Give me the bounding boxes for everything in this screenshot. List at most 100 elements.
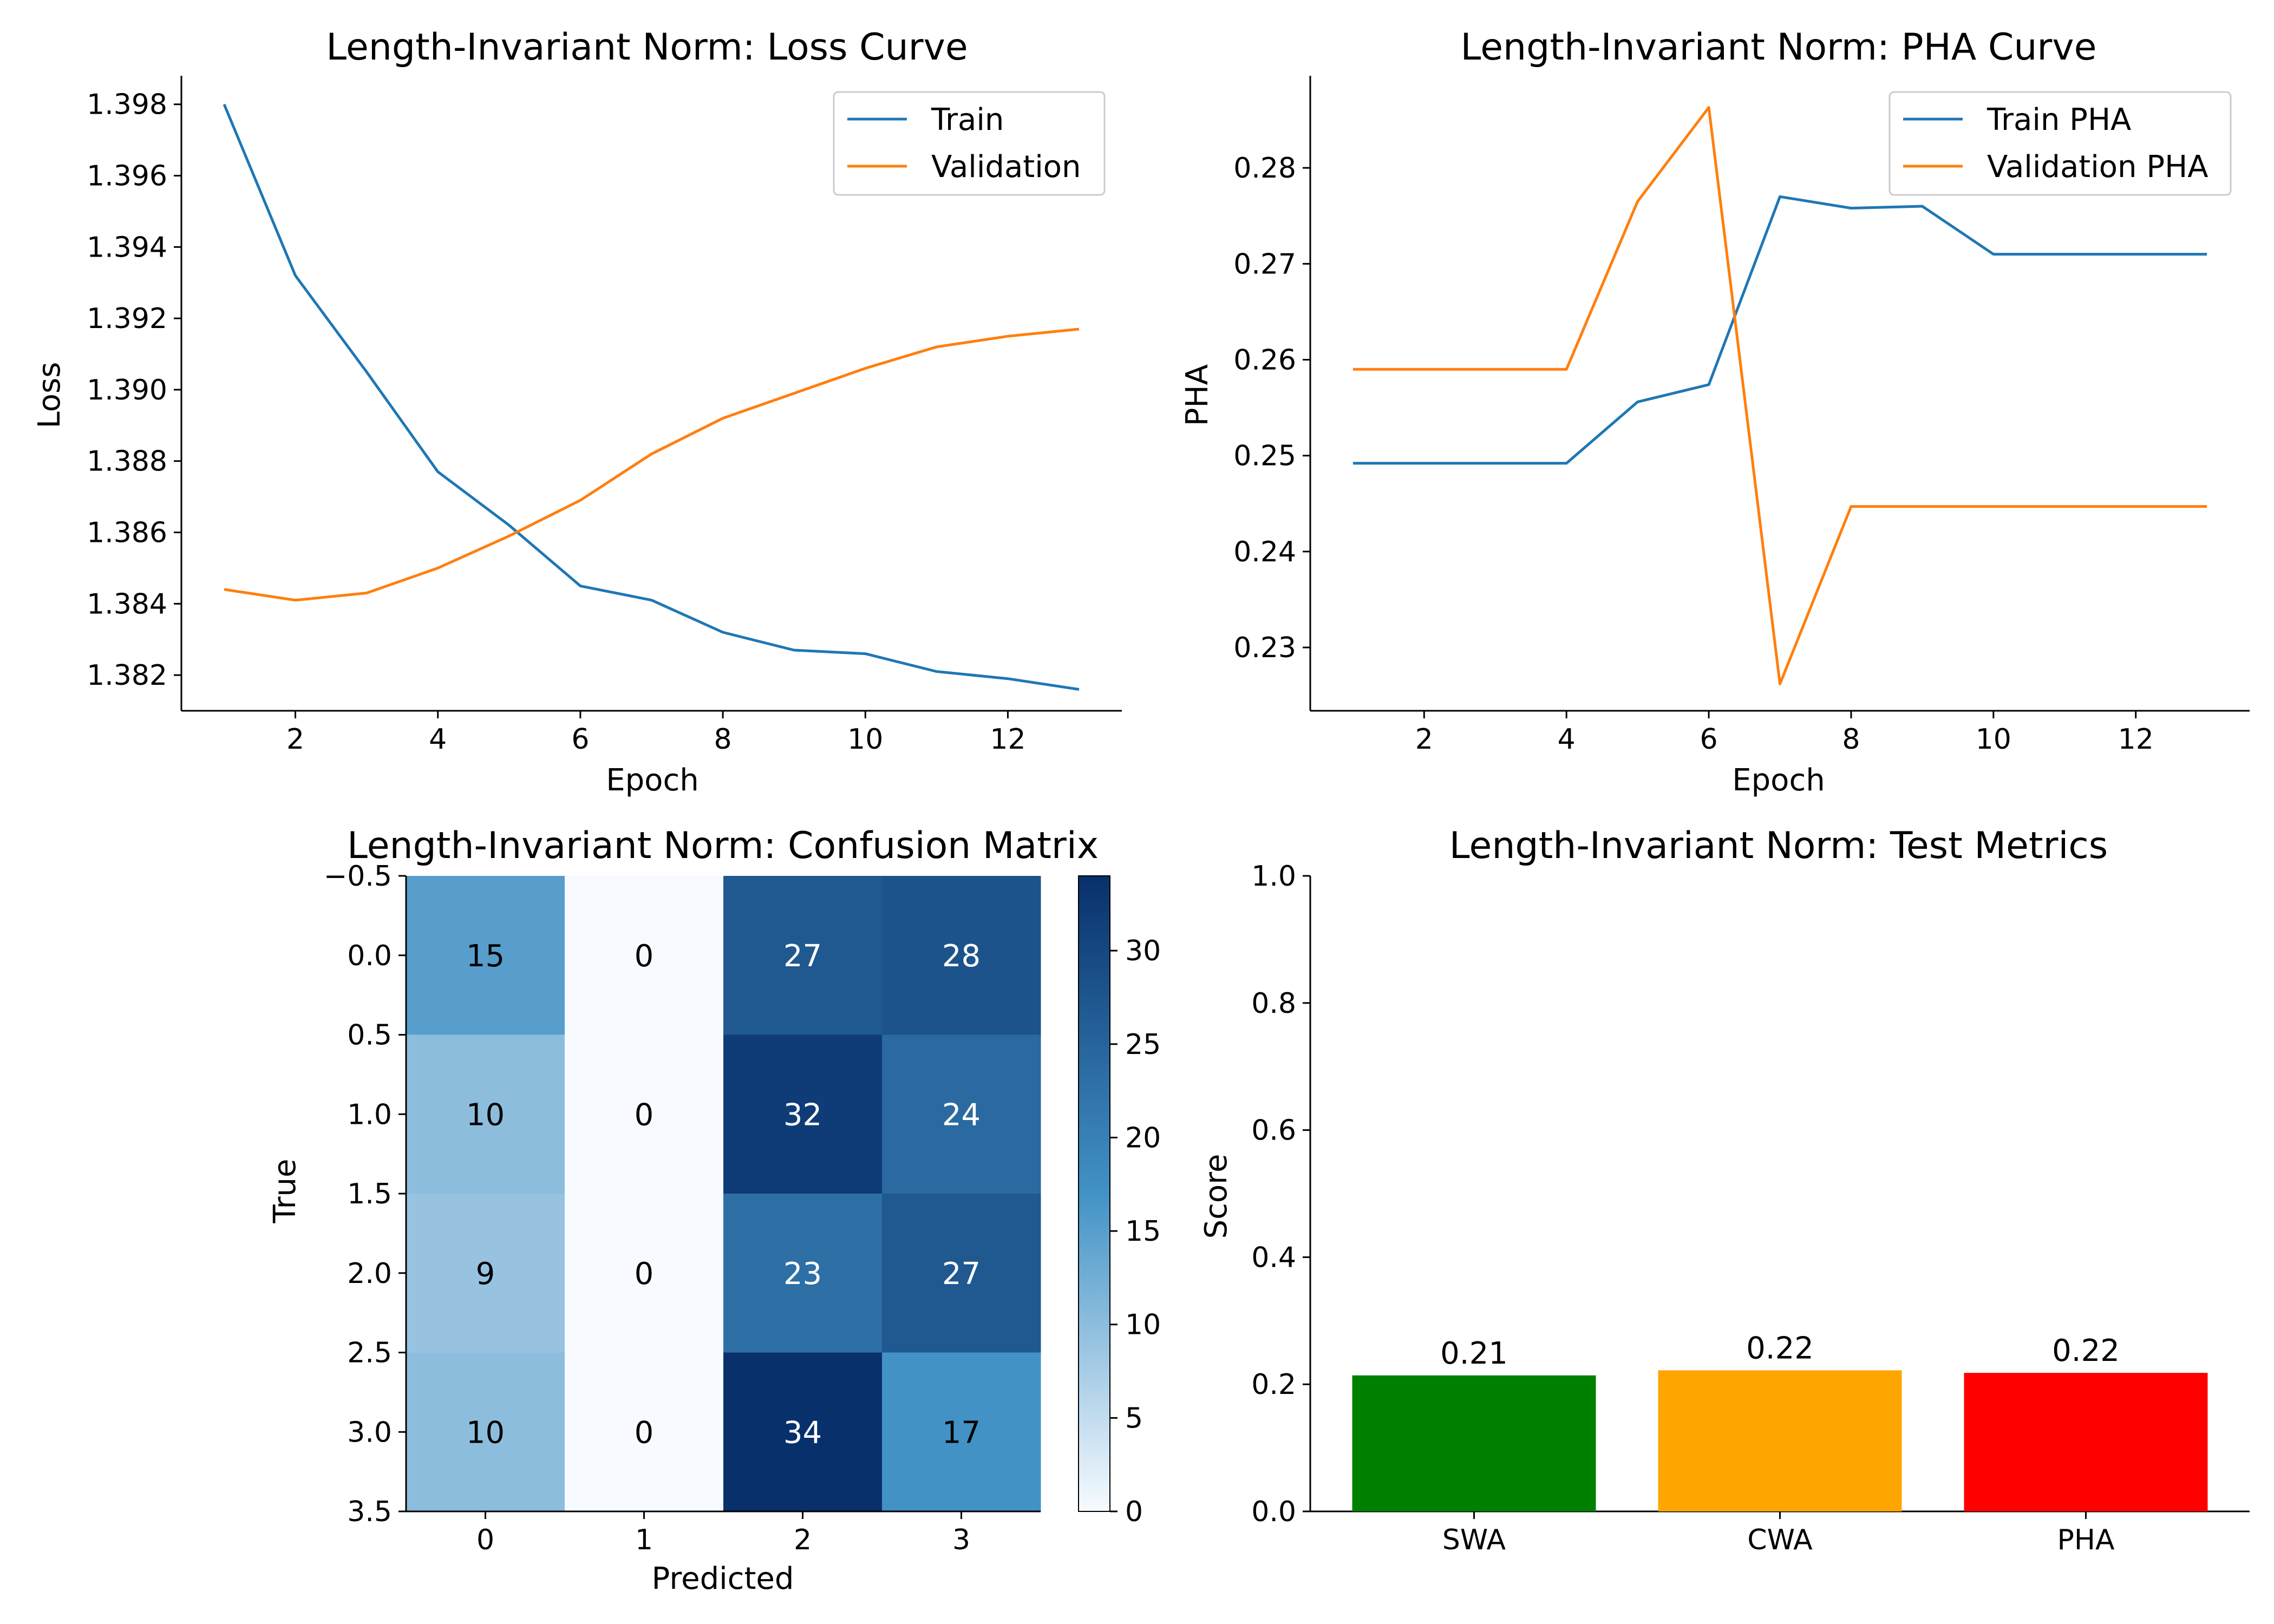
loss-y-tick-label: 1.398 (87, 89, 167, 121)
pha-x-tick-label: 12 (2118, 723, 2154, 756)
metrics-y-tick-label: 0.6 (1251, 1115, 1296, 1147)
metrics-bar-value-label: 0.21 (1440, 1336, 1508, 1371)
pha-y-tick-label: 0.25 (1233, 440, 1296, 473)
cm-y-tick-label: 2.5 (347, 1337, 392, 1370)
pha-y-tick-label: 0.26 (1233, 344, 1296, 376)
pha-y-tick-label: 0.24 (1233, 536, 1296, 568)
loss-x-tick-label: 2 (286, 723, 304, 756)
pha-chart-title: Length-Invariant Norm: PHA Curve (1461, 26, 2097, 69)
cm-cell-value: 28 (942, 939, 981, 974)
cm-cell (723, 1352, 883, 1512)
cm-cell-value: 0 (635, 939, 654, 974)
metrics-y-tick-label: 0.4 (1251, 1241, 1296, 1274)
cm-colorbar-tick-label: 10 (1125, 1309, 1161, 1341)
cm-x-tick-label: 0 (476, 1524, 494, 1556)
cm-cell (406, 1034, 565, 1194)
cm-cell (723, 876, 883, 1035)
loss-legend-label: Validation (931, 149, 1081, 185)
cm-colorbar-tick-label: 30 (1125, 935, 1161, 967)
metrics-bar-value-label: 0.22 (2052, 1333, 2120, 1368)
cm-x-tick-label: 2 (794, 1524, 812, 1556)
loss-y-axis-label: Loss (32, 362, 67, 429)
metrics-bar-pha (1964, 1373, 2208, 1511)
loss-y-tick-label: 1.384 (87, 588, 167, 620)
cm-cell (882, 876, 1041, 1035)
pha-x-axis-label: Epoch (1732, 763, 1825, 798)
cm-colorbar-tick-label: 15 (1125, 1215, 1161, 1248)
cm-cell-value: 27 (942, 1256, 981, 1292)
loss-y-tick-label: 1.392 (87, 303, 167, 335)
cm-cell-value: 17 (942, 1415, 981, 1450)
cm-x-tick-label: 1 (635, 1524, 653, 1556)
pha-x-tick-label: 4 (1558, 723, 1576, 756)
pha-x-tick-label: 6 (1700, 723, 1718, 756)
pha-series-line-validation-pha (1352, 106, 2207, 685)
loss-x-axis-label: Epoch (606, 763, 698, 798)
cm-y-tick-label: 0.0 (347, 940, 392, 972)
cm-cell-value: 0 (635, 1097, 654, 1132)
loss-curve-panel: Length-Invariant Norm: Loss Curve Epoch … (32, 26, 1122, 798)
cm-y-tick-label: 3.0 (347, 1416, 392, 1449)
loss-y-tick-label: 1.388 (87, 446, 167, 478)
metrics-x-tick-label: PHA (2057, 1524, 2114, 1556)
loss-x-tick-label: 12 (990, 723, 1025, 756)
cm-cell-value: 34 (783, 1415, 822, 1450)
metrics-y-tick-label: 0.2 (1251, 1368, 1296, 1401)
cm-y-axis-label: True (267, 1159, 303, 1224)
cm-cell (565, 1352, 724, 1512)
cm-cell-value: 24 (942, 1097, 981, 1132)
cm-cell (565, 1194, 724, 1353)
cm-x-tick-label: 3 (952, 1524, 970, 1556)
pha-legend-label: Train PHA (1987, 102, 2131, 137)
loss-chart-title: Length-Invariant Norm: Loss Curve (326, 26, 968, 69)
cm-cell (565, 876, 724, 1035)
pha-y-tick-label: 0.27 (1233, 248, 1296, 280)
loss-y-tick-label: 1.382 (87, 659, 167, 692)
cm-cell (882, 1034, 1041, 1194)
cm-cell (723, 1194, 883, 1353)
pha-x-tick-label: 10 (1976, 723, 2011, 756)
pha-y-tick-label: 0.28 (1233, 152, 1296, 185)
cm-colorbar-tick-label: 20 (1125, 1122, 1161, 1154)
cm-y-tick-label: 1.0 (347, 1098, 392, 1131)
cm-cell-value: 0 (635, 1256, 654, 1292)
pha-y-axis-label: PHA (1180, 364, 1215, 426)
cm-cell-value: 10 (466, 1415, 505, 1450)
test-metrics-panel: Length-Invariant Norm: Test Metrics Scor… (1199, 824, 2250, 1556)
cm-cell-value: 10 (466, 1097, 505, 1132)
cm-chart-title: Length-Invariant Norm: Confusion Matrix (347, 824, 1099, 867)
cm-cell (406, 876, 565, 1035)
pha-curve-panel: Length-Invariant Norm: PHA Curve Epoch P… (1180, 26, 2250, 798)
metrics-y-tick-label: 1.0 (1251, 860, 1296, 893)
metrics-bar-value-label: 0.22 (1746, 1331, 1814, 1366)
loss-x-tick-label: 10 (847, 723, 883, 756)
pha-y-tick-label: 0.23 (1233, 632, 1296, 664)
pha-x-tick-label: 8 (1842, 723, 1860, 756)
cm-cell (565, 1034, 724, 1194)
cm-colorbar-tick-label: 0 (1125, 1496, 1143, 1528)
cm-colorbar-tick-label: 25 (1125, 1029, 1161, 1061)
loss-x-tick-label: 4 (429, 723, 447, 756)
loss-y-tick-label: 1.396 (87, 160, 167, 193)
cm-cell (882, 1194, 1041, 1353)
metrics-bar-cwa (1658, 1370, 1902, 1511)
metrics-y-axis-label: Score (1199, 1154, 1234, 1239)
cm-cell (723, 1034, 883, 1194)
metrics-chart-title: Length-Invariant Norm: Test Metrics (1449, 824, 2108, 867)
metrics-x-tick-label: SWA (1442, 1524, 1506, 1556)
cm-cell-value: 0 (635, 1415, 654, 1450)
cm-cell-value: 32 (783, 1097, 822, 1132)
cm-cell (882, 1352, 1041, 1512)
metrics-x-tick-label: CWA (1747, 1524, 1813, 1556)
loss-y-tick-label: 1.390 (87, 374, 167, 407)
cm-colorbar (1078, 875, 1110, 1512)
cm-cell-value: 23 (783, 1256, 822, 1292)
pha-series-line-train-pha (1352, 195, 2207, 465)
cm-cell-value: 15 (466, 939, 505, 974)
loss-series-line-validation (224, 328, 1080, 602)
cm-colorbar-tick-label: 5 (1125, 1402, 1143, 1435)
cm-x-axis-label: Predicted (652, 1561, 794, 1596)
loss-x-tick-label: 8 (714, 723, 732, 756)
cm-y-tick-label: −0.5 (324, 860, 392, 893)
